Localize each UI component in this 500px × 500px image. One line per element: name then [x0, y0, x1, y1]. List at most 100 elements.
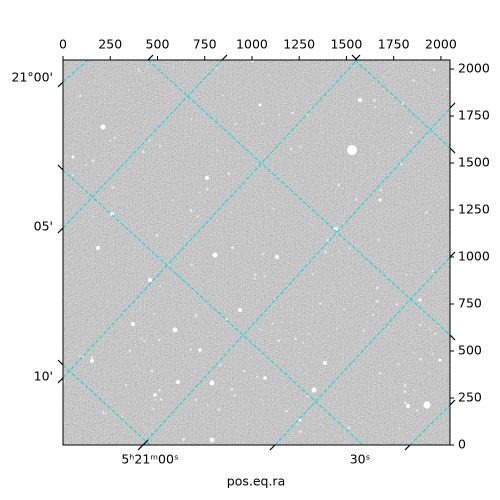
star	[401, 103, 404, 106]
star	[124, 384, 128, 387]
star	[148, 139, 151, 142]
dec-tick-label: 21°00'	[12, 70, 54, 85]
star	[379, 188, 383, 192]
star	[432, 68, 436, 71]
star	[190, 263, 193, 266]
star	[137, 67, 140, 71]
star	[141, 150, 145, 154]
star	[71, 155, 75, 159]
x-tick-label: 1500	[331, 37, 363, 52]
star	[311, 223, 313, 226]
world-tick	[449, 147, 456, 154]
star	[296, 423, 298, 425]
star	[92, 215, 94, 218]
star	[374, 106, 377, 109]
star	[185, 235, 187, 238]
y-tick-label: 0	[458, 437, 466, 452]
world-tick	[142, 439, 149, 446]
grid-line	[63, 364, 151, 445]
star	[96, 246, 100, 250]
star	[184, 60, 186, 63]
y-tick-label: 2000	[458, 61, 490, 76]
star	[227, 172, 231, 175]
y-tick-label: 250	[458, 390, 482, 405]
star	[219, 363, 222, 367]
star	[222, 94, 224, 96]
grid-line	[147, 60, 450, 336]
star	[258, 103, 262, 107]
star	[423, 401, 431, 409]
star	[104, 92, 106, 94]
star	[305, 372, 308, 374]
world-tick	[221, 54, 228, 61]
star	[347, 145, 357, 155]
star	[378, 152, 381, 155]
star	[263, 376, 267, 380]
star	[189, 348, 192, 351]
star	[271, 322, 275, 325]
star	[215, 219, 218, 221]
star	[409, 125, 412, 128]
x-axis-label: pos.eq.ra	[227, 474, 285, 489]
star	[66, 441, 69, 444]
star	[110, 212, 114, 216]
star	[205, 176, 209, 180]
axes-frame	[62, 59, 451, 446]
y-tick-label: 1500	[458, 155, 490, 170]
star	[90, 359, 94, 363]
star	[429, 426, 431, 429]
star	[294, 337, 298, 341]
star	[158, 144, 162, 148]
grid-line	[63, 60, 223, 229]
star	[277, 339, 281, 343]
star	[238, 308, 242, 312]
star	[79, 354, 82, 357]
grid-line	[63, 60, 89, 83]
star	[406, 404, 410, 408]
star	[205, 187, 209, 191]
star	[209, 380, 215, 386]
x-tick-label: 0	[59, 37, 67, 52]
star	[128, 349, 132, 353]
star	[90, 356, 94, 359]
star	[342, 221, 345, 224]
ra-tick-label: 30ˢ	[350, 452, 371, 467]
star	[153, 312, 156, 315]
star	[372, 98, 376, 102]
star	[358, 98, 362, 102]
star	[397, 363, 400, 366]
star	[171, 199, 174, 202]
star	[382, 75, 385, 78]
world-tick	[57, 359, 64, 366]
star	[157, 338, 161, 342]
grid-line	[354, 60, 450, 149]
star	[371, 313, 375, 316]
star	[312, 273, 315, 276]
world-grid	[63, 60, 450, 445]
star	[79, 94, 82, 98]
star	[328, 403, 330, 405]
star	[272, 207, 275, 211]
star	[148, 278, 152, 282]
grid-line	[63, 169, 364, 445]
star	[285, 409, 288, 413]
world-tick	[57, 377, 64, 384]
star	[336, 328, 338, 330]
star	[418, 298, 422, 302]
star	[196, 215, 199, 218]
star	[323, 361, 327, 365]
world-tick	[57, 164, 64, 171]
star	[250, 60, 254, 63]
star	[194, 314, 198, 318]
x-tick-label: 500	[146, 37, 170, 52]
star	[403, 401, 407, 405]
grid-line	[274, 256, 450, 445]
star	[158, 388, 161, 392]
star	[428, 328, 431, 331]
dec-tick-label: 05'	[34, 219, 53, 234]
star	[71, 173, 75, 177]
star	[395, 303, 399, 306]
star	[431, 269, 434, 273]
star	[104, 413, 107, 415]
star	[419, 323, 422, 327]
